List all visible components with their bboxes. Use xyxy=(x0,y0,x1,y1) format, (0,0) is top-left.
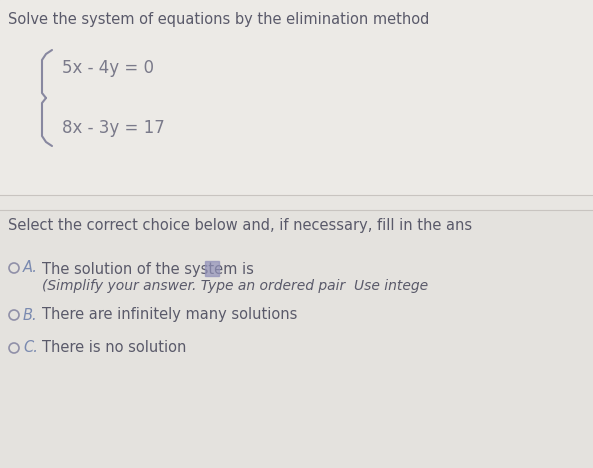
Text: 5x - 4y = 0: 5x - 4y = 0 xyxy=(62,59,154,77)
Bar xyxy=(0,0,593,195)
Text: Solve the system of equations by the elimination method: Solve the system of equations by the eli… xyxy=(8,12,429,27)
Bar xyxy=(205,261,219,276)
Text: Select the correct choice below and, if necessary, fill in the ans: Select the correct choice below and, if … xyxy=(8,218,472,233)
Text: C.: C. xyxy=(23,341,38,356)
Text: (Simplify your answer. Type an ordered pair  Use intege: (Simplify your answer. Type an ordered p… xyxy=(42,279,428,293)
Bar xyxy=(0,210,593,468)
Text: 8x - 3y = 17: 8x - 3y = 17 xyxy=(62,119,165,137)
Text: There are infinitely many solutions: There are infinitely many solutions xyxy=(42,307,297,322)
Text: The solution of the system is: The solution of the system is xyxy=(42,262,254,277)
Text: B.: B. xyxy=(23,307,37,322)
Text: There is no solution: There is no solution xyxy=(42,341,186,356)
Text: A.: A. xyxy=(23,261,38,276)
